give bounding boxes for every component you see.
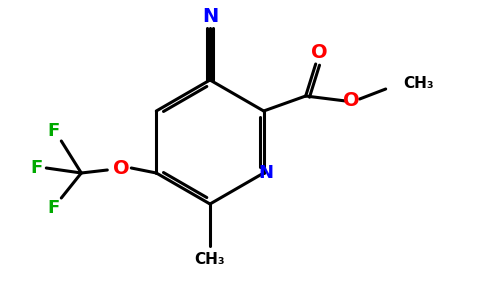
- Text: O: O: [113, 158, 130, 178]
- Text: CH₃: CH₃: [404, 76, 434, 91]
- Text: F: F: [47, 199, 60, 217]
- Text: O: O: [311, 43, 328, 61]
- Text: F: F: [47, 122, 60, 140]
- Text: CH₃: CH₃: [195, 251, 226, 266]
- Text: O: O: [343, 92, 360, 110]
- Text: F: F: [30, 159, 43, 177]
- Text: N: N: [258, 164, 273, 182]
- Text: N: N: [202, 7, 218, 26]
